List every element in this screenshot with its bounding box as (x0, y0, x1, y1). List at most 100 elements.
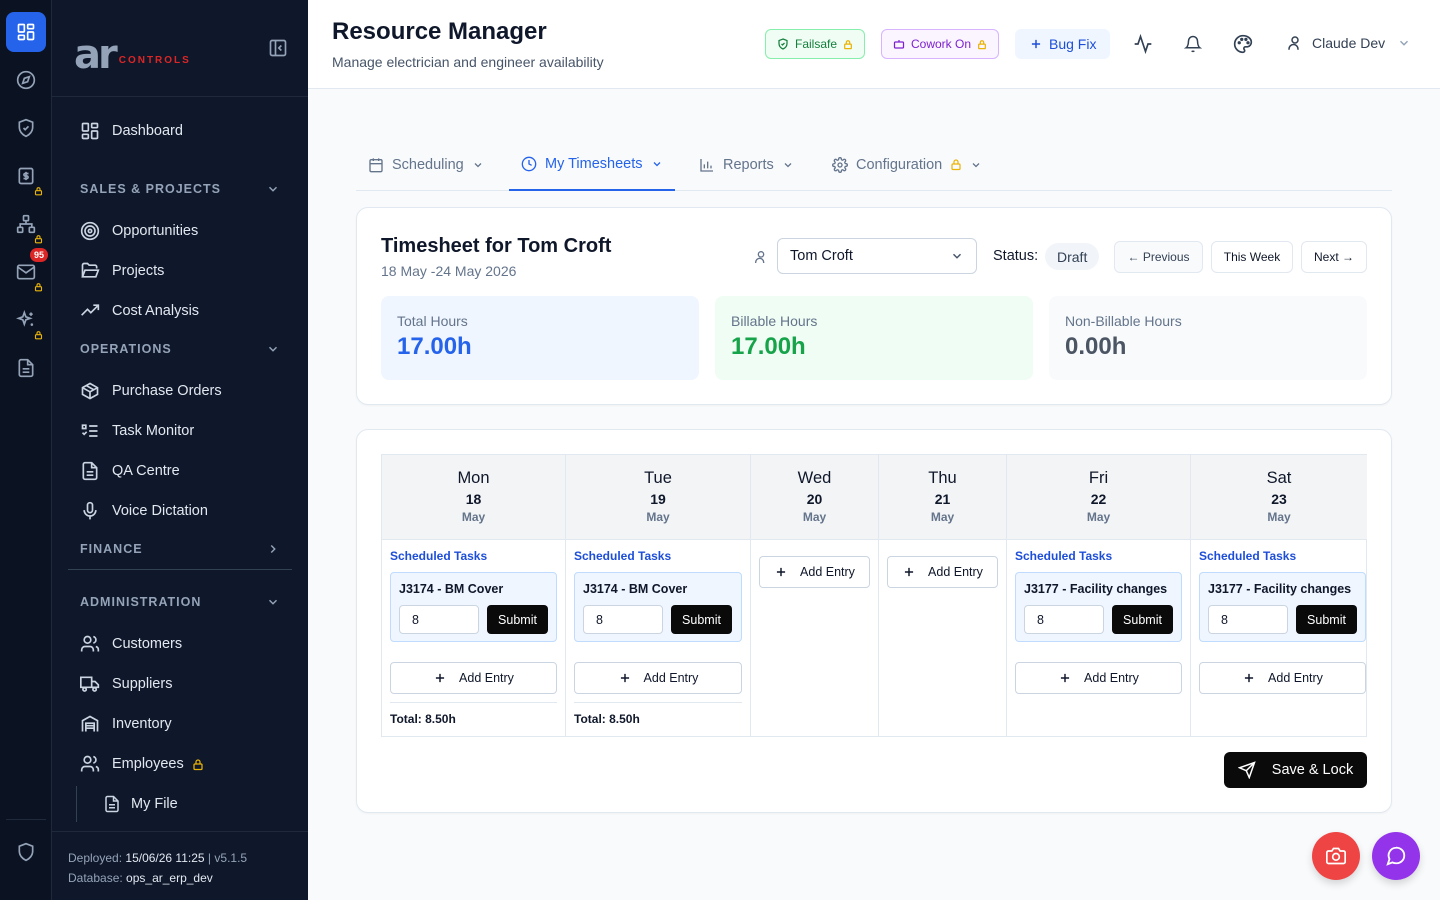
warehouse-icon (80, 714, 100, 734)
next-week-button[interactable]: Next → (1301, 241, 1367, 273)
employee-select[interactable]: Tom Croft (777, 238, 977, 274)
sidebar-item-my-file[interactable]: My File (76, 786, 308, 822)
day-header: Sat 23 May (1191, 455, 1367, 540)
add-entry-label: Add Entry (800, 565, 855, 579)
hours-input[interactable]: 8 (1024, 605, 1104, 634)
day-date: 20 (806, 491, 823, 507)
day-name: Tue (644, 469, 672, 487)
tab-scheduling[interactable]: Scheduling (356, 138, 496, 191)
palette-icon[interactable] (1233, 34, 1253, 54)
this-week-button[interactable]: This Week (1211, 241, 1293, 273)
chevron-down-icon (472, 159, 484, 171)
collapse-sidebar-icon[interactable] (268, 38, 288, 58)
sidebar-item-label: Voice Dictation (112, 503, 208, 519)
hours-input[interactable]: 8 (399, 605, 479, 634)
section-sales-projects[interactable]: SALES & PROJECTS (80, 179, 280, 199)
section-administration[interactable]: ADMINISTRATION (80, 592, 280, 612)
day-name: Wed (797, 469, 832, 487)
bug-fix-button[interactable]: Bug Fix (1015, 29, 1111, 59)
lock-icon (977, 39, 987, 50)
sidebar-item-customers[interactable]: Customers (80, 632, 182, 656)
hours-input[interactable]: 8 (1208, 605, 1288, 634)
deploy-info: Deployed: 15/06/26 11:25 | v5.1.5 Databa… (68, 848, 247, 888)
activity-icon[interactable] (1132, 34, 1154, 54)
day-column-wed: Wed 20 May Add Entry (751, 455, 879, 736)
sidebar-item-voice-dictation[interactable]: Voice Dictation (80, 499, 208, 523)
submit-button[interactable]: Submit (1112, 605, 1173, 634)
chevron-down-icon (266, 595, 280, 609)
users-icon (80, 754, 100, 774)
scheduled-task-card: J3177 - Facility changes 8 Submit (1199, 572, 1366, 642)
org-chart-icon[interactable] (6, 204, 46, 244)
sidebar-item-qa-centre[interactable]: QA Centre (80, 459, 180, 483)
screenshot-camera-button[interactable] (1312, 832, 1360, 880)
scheduled-tasks-label: Scheduled Tasks (1015, 549, 1113, 563)
add-entry-button[interactable]: Add Entry (1015, 662, 1182, 694)
employee-select-value: Tom Croft (790, 248, 853, 264)
compass-icon[interactable] (6, 60, 46, 100)
submit-button[interactable]: Submit (671, 605, 732, 634)
day-header: Thu 21 May (879, 455, 1006, 540)
stat-value: 0.00h (1065, 333, 1127, 360)
bell-icon[interactable] (1184, 34, 1202, 54)
document-icon[interactable] (6, 348, 46, 388)
sidebar-item-dashboard[interactable]: Dashboard (80, 119, 183, 143)
failsafe-badge[interactable]: Failsafe (765, 29, 866, 59)
sidebar-item-purchase-orders[interactable]: Purchase Orders (80, 379, 222, 403)
task-name: J3177 - Facility changes (1024, 582, 1168, 596)
lock-icon (34, 186, 43, 196)
sidebar-item-cost-analysis[interactable]: Cost Analysis (80, 299, 199, 323)
tab-reports[interactable]: Reports (687, 138, 806, 191)
stat-value: 17.00h (397, 333, 472, 360)
status-badge: Draft (1045, 243, 1100, 270)
tab-my-timesheets[interactable]: My Timesheets (509, 138, 675, 191)
add-entry-button[interactable]: Add Entry (887, 556, 998, 588)
mail-icon[interactable]: 95 (6, 248, 48, 292)
section-operations[interactable]: OPERATIONS (80, 339, 280, 359)
user-icon (1286, 34, 1304, 52)
previous-week-button[interactable]: ← Previous (1114, 241, 1203, 273)
trending-up-icon (80, 301, 100, 321)
shield-check-icon[interactable] (6, 108, 46, 148)
user-menu[interactable]: Claude Dev (1286, 34, 1411, 52)
tab-label: Configuration (856, 156, 943, 173)
scheduled-tasks-label: Scheduled Tasks (574, 549, 672, 563)
dollar-doc-icon[interactable] (6, 156, 46, 196)
section-finance[interactable]: FINANCE (80, 539, 280, 559)
sidebar-item-opportunities[interactable]: Opportunities (80, 219, 198, 243)
submit-button[interactable]: Submit (487, 605, 548, 634)
day-column-fri: Fri 22 May Scheduled Tasks J3177 - Facil… (1007, 455, 1191, 736)
dashboard-rail-icon[interactable] (6, 12, 46, 52)
add-entry-button[interactable]: Add Entry (759, 556, 870, 588)
chevron-down-icon (651, 158, 663, 170)
database-value: ops_ar_erp_dev (126, 871, 213, 885)
task-name: J3174 - BM Cover (399, 582, 504, 596)
sidebar-item-projects[interactable]: Projects (80, 259, 164, 283)
chat-bubble-icon (1385, 845, 1407, 867)
tab-configuration[interactable]: Configuration (820, 138, 994, 191)
lock-icon (192, 758, 204, 771)
sidebar-item-inventory[interactable]: Inventory (80, 712, 172, 736)
list-check-icon (80, 421, 100, 441)
chat-button[interactable] (1372, 832, 1420, 880)
day-column-thu: Thu 21 May Add Entry (879, 455, 1007, 736)
truck-icon (80, 674, 100, 694)
add-entry-label: Add Entry (459, 671, 514, 685)
shield-icon[interactable] (6, 832, 46, 872)
add-entry-button[interactable]: Add Entry (574, 662, 742, 694)
submit-button[interactable]: Submit (1296, 605, 1357, 634)
save-lock-button[interactable]: Save & Lock (1224, 752, 1367, 788)
day-date: 23 (1271, 491, 1287, 507)
hours-input[interactable]: 8 (583, 605, 663, 634)
scheduled-tasks-label: Scheduled Tasks (390, 549, 488, 563)
sidebar-item-employees[interactable]: Employees (80, 752, 204, 776)
add-entry-button[interactable]: Add Entry (390, 662, 557, 694)
sidebar-item-task-monitor[interactable]: Task Monitor (80, 419, 194, 443)
sidebar-item-suppliers[interactable]: Suppliers (80, 672, 172, 696)
add-entry-button[interactable]: Add Entry (1199, 662, 1366, 694)
cowork-badge[interactable]: Cowork On (881, 29, 1000, 59)
sidebar-item-label: QA Centre (112, 463, 180, 479)
logo[interactable]: ar CONTROLS (74, 35, 191, 75)
sparkles-icon[interactable] (6, 300, 46, 340)
save-lock-label: Save & Lock (1271, 762, 1354, 778)
